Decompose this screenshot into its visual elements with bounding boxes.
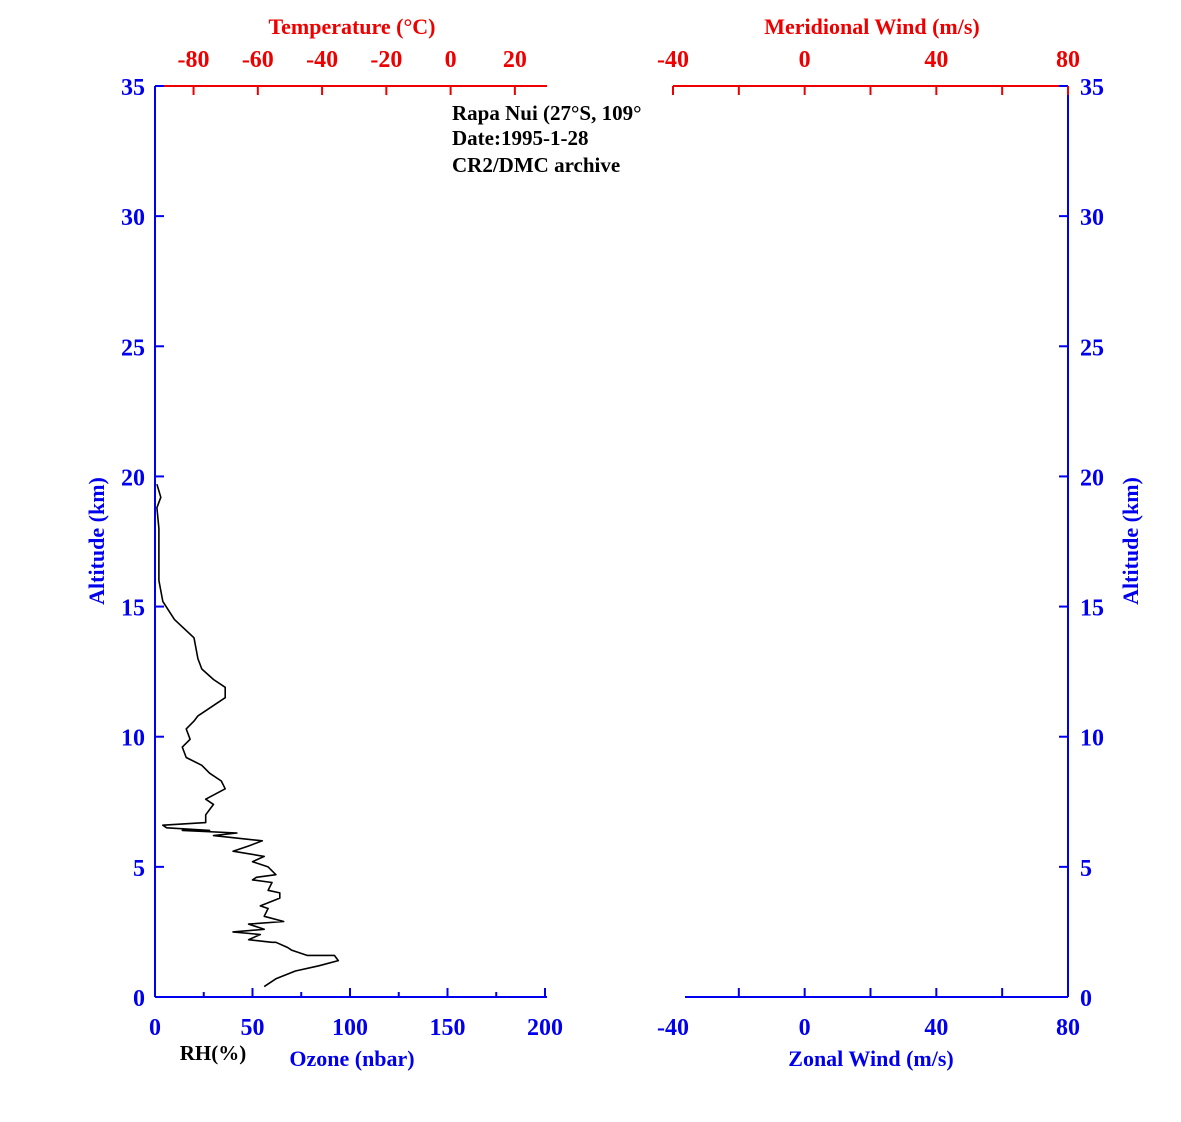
temperature-tick-label: -80 (178, 47, 210, 73)
right-altitude-axis-title: Altitude (km) (1118, 477, 1143, 605)
station-annotation: Rapa Nui (27°S, 109° (452, 101, 642, 125)
temperature-tick-label: -20 (370, 47, 402, 73)
rh-axis-title: RH(%) (180, 1041, 247, 1065)
right-altitude-tick-label: 5 (1080, 856, 1092, 882)
archive-annotation: CR2/DMC archive (452, 153, 620, 177)
zonal-wind-tick-label: 40 (924, 1015, 948, 1041)
meridional-wind-tick-label: -40 (657, 47, 689, 73)
ozone-tick-label: 150 (430, 1015, 466, 1041)
left-altitude-tick-label: 20 (121, 465, 145, 491)
ozone-tick-label: 200 (527, 1015, 563, 1041)
meridional-wind-tick-label: 0 (799, 47, 811, 73)
right-altitude-tick-label: 20 (1080, 465, 1104, 491)
left-altitude-axis-title: Altitude (km) (84, 477, 109, 605)
left-altitude-tick-label: 10 (121, 726, 145, 752)
left-altitude-tick-label: 15 (121, 596, 145, 622)
ozone-profile-line (156, 483, 340, 988)
left-altitude-tick-label: 35 (121, 75, 145, 101)
meridional-wind-axis-title: Meridional Wind (m/s) (764, 14, 980, 39)
date-annotation: Date:1995-1-28 (452, 126, 588, 150)
right-altitude-tick-label: 0 (1080, 986, 1092, 1012)
zonal-wind-axis-title: Zonal Wind (m/s) (788, 1046, 953, 1071)
left-altitude-tick-label: 0 (133, 986, 145, 1012)
temperature-axis-title: Temperature (°C) (268, 14, 435, 39)
right-altitude-tick-label: 35 (1080, 75, 1104, 101)
left-altitude-tick-label: 30 (121, 205, 145, 231)
right-altitude-tick-label: 10 (1080, 726, 1104, 752)
ozone-tick-label: 50 (241, 1015, 265, 1041)
right-altitude-tick-label: 15 (1080, 596, 1104, 622)
meridional-wind-tick-label: 80 (1056, 47, 1080, 73)
ozone-tick-label: 0 (149, 1015, 161, 1041)
right-altitude-tick-label: 30 (1080, 205, 1104, 231)
series-layer (156, 483, 340, 988)
temperature-tick-label: 20 (503, 47, 527, 73)
temperature-tick-label: -40 (306, 47, 338, 73)
axes-layer (154, 85, 1069, 998)
ozone-axis-title: Ozone (nbar) (289, 1046, 414, 1071)
meridional-wind-tick-label: 40 (924, 47, 948, 73)
zonal-wind-tick-label: 0 (799, 1015, 811, 1041)
left-altitude-tick-label: 25 (121, 335, 145, 361)
zonal-wind-tick-label: -40 (657, 1015, 689, 1041)
temperature-tick-label: -60 (242, 47, 274, 73)
zonal-wind-tick-label: 80 (1056, 1015, 1080, 1041)
ozone-tick-label: 100 (332, 1015, 368, 1041)
right-altitude-tick-label: 25 (1080, 335, 1104, 361)
left-altitude-tick-label: 5 (133, 856, 145, 882)
temperature-tick-label: 0 (445, 47, 457, 73)
